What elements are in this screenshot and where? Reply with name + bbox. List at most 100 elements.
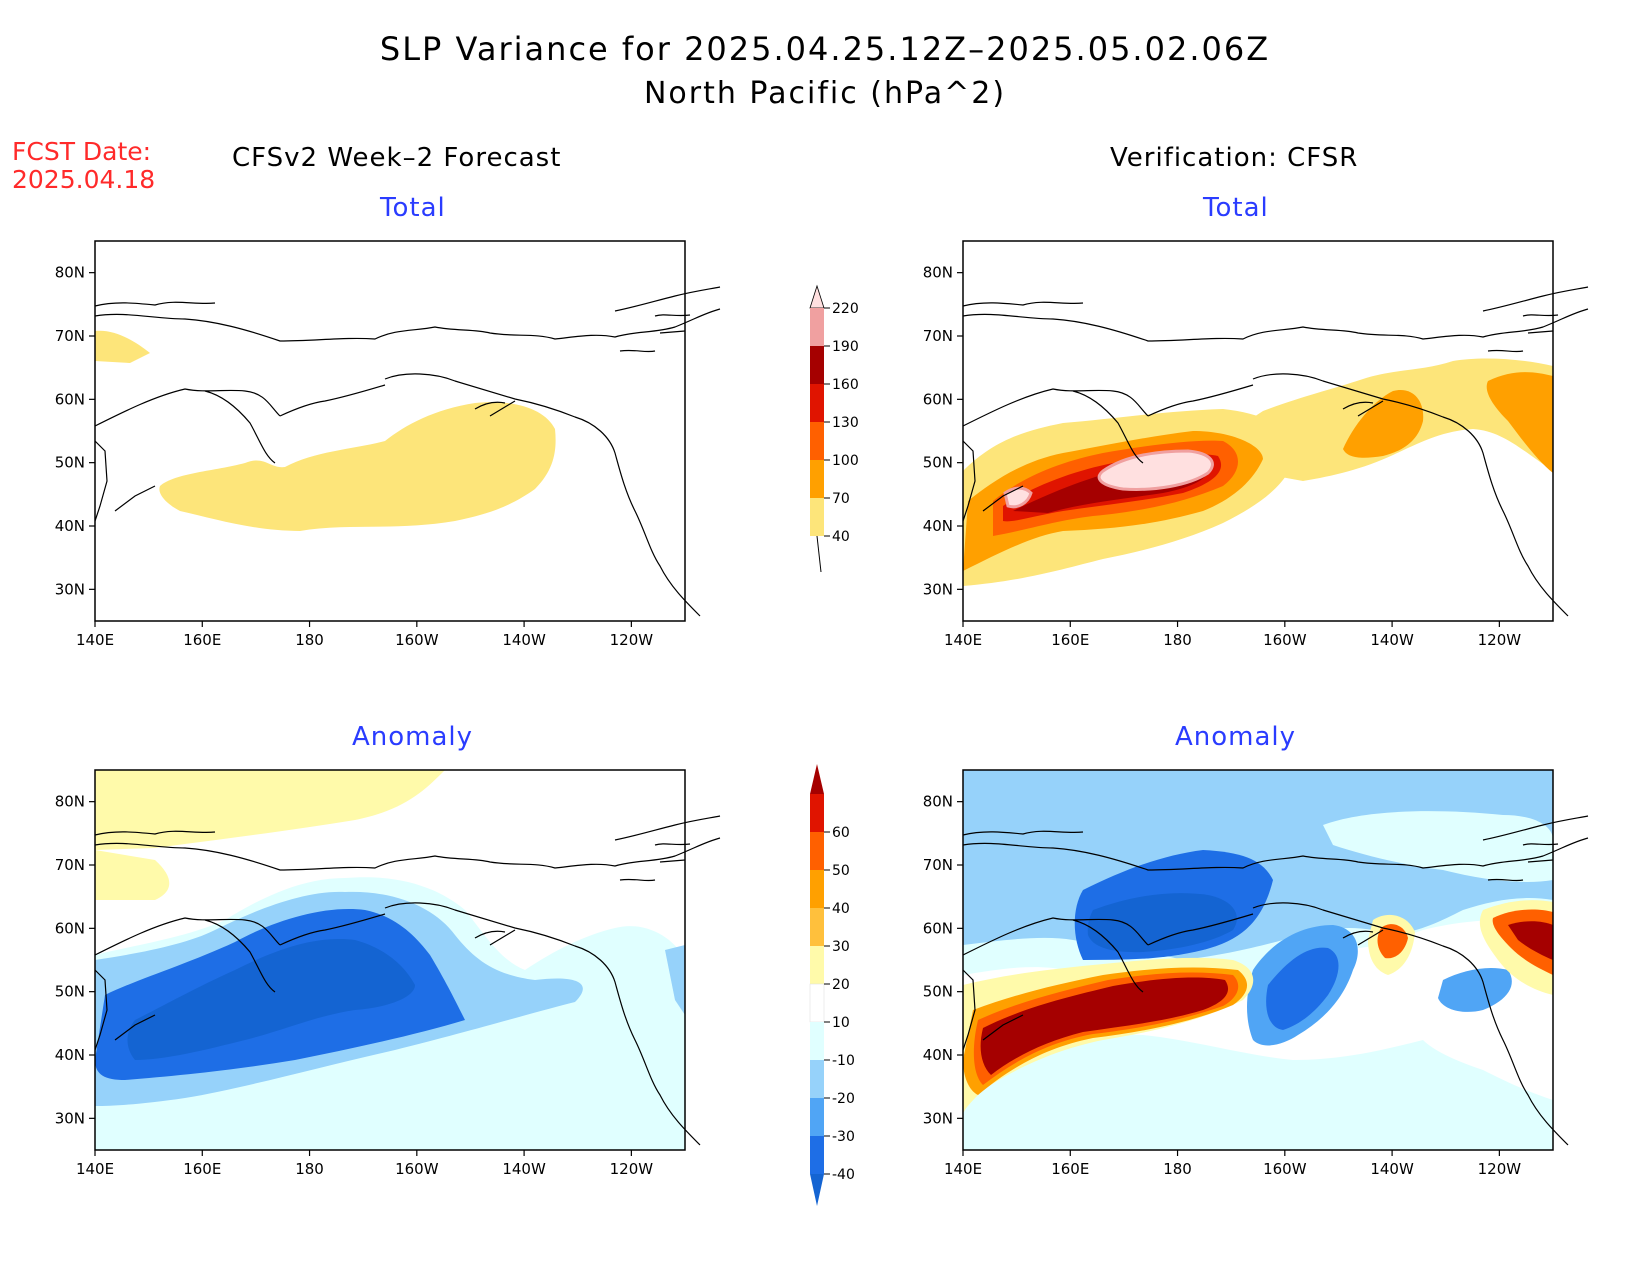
colorbar-total: 40 70 100 130 160 190 220 — [809, 284, 859, 573]
colorbar-label: 60 — [832, 825, 850, 841]
lon-tick-label: 160W — [395, 1160, 439, 1178]
lon-tick-label: 160E — [1051, 631, 1089, 649]
colorbar-label: 40 — [832, 529, 850, 545]
lon-tick-label: 160W — [395, 631, 439, 649]
lon-tick-label: 140E — [76, 1160, 114, 1178]
colorbar-segment — [810, 422, 824, 460]
colorbar-label: 50 — [832, 863, 850, 879]
colorbar-segment — [810, 764, 824, 794]
lat-tick-label: 30N — [923, 580, 953, 598]
fcst-date-label: FCST Date: — [12, 137, 152, 166]
lon-tick-label: 140W — [1370, 631, 1414, 649]
shading — [95, 770, 685, 1150]
lat-tick-label: 80N — [55, 793, 85, 811]
axis-ticks: 140E 160E 180 160W 140W 120W 30N 40N 50N 60N 70N 80… — [923, 793, 1522, 1178]
lat-tick-label: 80N — [923, 264, 953, 282]
lat-tick-label: 70N — [55, 327, 85, 345]
colorbar-label: 190 — [832, 339, 859, 355]
lat-tick-label: 60N — [55, 919, 85, 937]
colorbar-label: 40 — [832, 901, 850, 917]
lon-tick-label: 140W — [502, 631, 546, 649]
colorbar-segment — [810, 498, 824, 536]
axis-ticks: 140E 160E 180 160W 140W 120W 30N 40N 50N 60N 70N 80… — [55, 793, 654, 1178]
map-verif-anomaly: 140E 160E 180 160W 140W 120W 30N 40N 50N 60N 70N 80… — [923, 769, 1589, 1178]
axis-ticks: 140E 160E 180 160W 140W 120W 30N 40N 50N 60N 70N 80… — [55, 264, 654, 649]
coastlines — [962, 815, 1589, 1146]
axis-ticks: 140E 160E 180 160W 140W 120W 30N 40N 50N 60N 70N 80… — [923, 264, 1522, 649]
shading — [963, 770, 1553, 1150]
left-column-title: CFSv2 Week–2 Forecast — [232, 143, 562, 173]
coastlines — [962, 286, 1589, 617]
colorbar-segment — [809, 983, 825, 1023]
lon-tick-label: 140E — [944, 1160, 982, 1178]
colorbar-segment — [810, 946, 824, 984]
lon-tick-label: 160E — [1051, 1160, 1089, 1178]
colorbar-label: -10 — [832, 1053, 855, 1069]
lat-tick-label: 50N — [923, 983, 953, 1001]
lon-tick-label: 140W — [1370, 1160, 1414, 1178]
colorbar-segment — [810, 1098, 824, 1136]
colorbar-segment — [810, 308, 824, 346]
lat-tick-label: 40N — [55, 1046, 85, 1064]
panel-title-fcst-total: Total — [380, 193, 446, 223]
lon-tick-label: 140E — [944, 631, 982, 649]
lat-tick-label: 70N — [55, 856, 85, 874]
colorbar-label: -20 — [832, 1091, 855, 1107]
colorbar-label: 30 — [832, 939, 850, 955]
lat-tick-label: 60N — [923, 390, 953, 408]
lon-tick-label: 160E — [183, 631, 221, 649]
colorbar-segment — [810, 908, 824, 946]
lat-tick-label: 60N — [923, 919, 953, 937]
fcst-date: FCST Date: 2025.04.18 — [12, 138, 155, 194]
lon-tick-label: 120W — [1478, 1160, 1522, 1178]
lon-tick-label: 160W — [1263, 1160, 1307, 1178]
colorbar-label: 20 — [832, 977, 850, 993]
shading — [963, 358, 1553, 586]
colorbar-segment — [810, 1136, 824, 1174]
colorbar-segment — [810, 346, 824, 384]
lon-tick-label: 140E — [76, 631, 114, 649]
lon-tick-label: 180 — [295, 1160, 324, 1178]
lat-tick-label: 40N — [923, 517, 953, 535]
panel-title-verif-anomaly: Anomaly — [1175, 722, 1297, 752]
map-verif-total: 140E 160E 180 160W 140W 120W 30N 40N 50N 60N 70N 80… — [923, 240, 1589, 649]
map-fcst-anomaly: 140E 160E 180 160W 140W 120W 30N 40N 50N 60N 70N 80… — [55, 769, 721, 1178]
colorbar-label: 70 — [832, 491, 850, 507]
lat-tick-label: 50N — [923, 454, 953, 472]
lat-tick-label: 30N — [923, 1109, 953, 1127]
lon-tick-label: 180 — [295, 631, 324, 649]
lat-tick-label: 70N — [923, 856, 953, 874]
lat-tick-label: 30N — [55, 580, 85, 598]
fcst-date-value: 2025.04.18 — [12, 165, 156, 194]
colorbar-label: 160 — [832, 377, 859, 393]
colorbar-segment — [810, 384, 824, 422]
lat-tick-label: 40N — [55, 517, 85, 535]
panel-title-fcst-anomaly: Anomaly — [352, 722, 474, 752]
colorbar-label: 10 — [832, 1015, 850, 1031]
lon-tick-label: 160E — [183, 1160, 221, 1178]
colorbar-segment — [809, 284, 825, 309]
colorbar-segment — [810, 1022, 824, 1060]
lon-tick-label: 180 — [1163, 631, 1192, 649]
colorbar-segment — [810, 460, 824, 498]
colorbar-segment — [810, 870, 824, 908]
lat-tick-label: 80N — [923, 793, 953, 811]
colorbar-label: 100 — [832, 453, 859, 469]
colorbar-label: -30 — [832, 1129, 855, 1145]
colorbar-label: 130 — [832, 415, 859, 431]
right-column-title: Verification: CFSR — [1110, 143, 1359, 173]
colorbar-segment — [810, 832, 824, 870]
shading — [95, 330, 556, 531]
lat-tick-label: 80N — [55, 264, 85, 282]
lon-tick-label: 120W — [610, 631, 654, 649]
lon-tick-label: 160W — [1263, 631, 1307, 649]
lon-tick-label: 120W — [610, 1160, 654, 1178]
panel-title-verif-total: Total — [1203, 193, 1269, 223]
lat-tick-label: 30N — [55, 1109, 85, 1127]
coastlines — [94, 815, 721, 1146]
lat-tick-label: 70N — [923, 327, 953, 345]
coastlines — [94, 286, 721, 617]
lat-tick-label: 50N — [55, 454, 85, 472]
colorbar-anomaly: 60 50 40 30 20 10 -10 -20 -30 -40 — [809, 764, 855, 1206]
lon-tick-label: 120W — [1478, 631, 1522, 649]
